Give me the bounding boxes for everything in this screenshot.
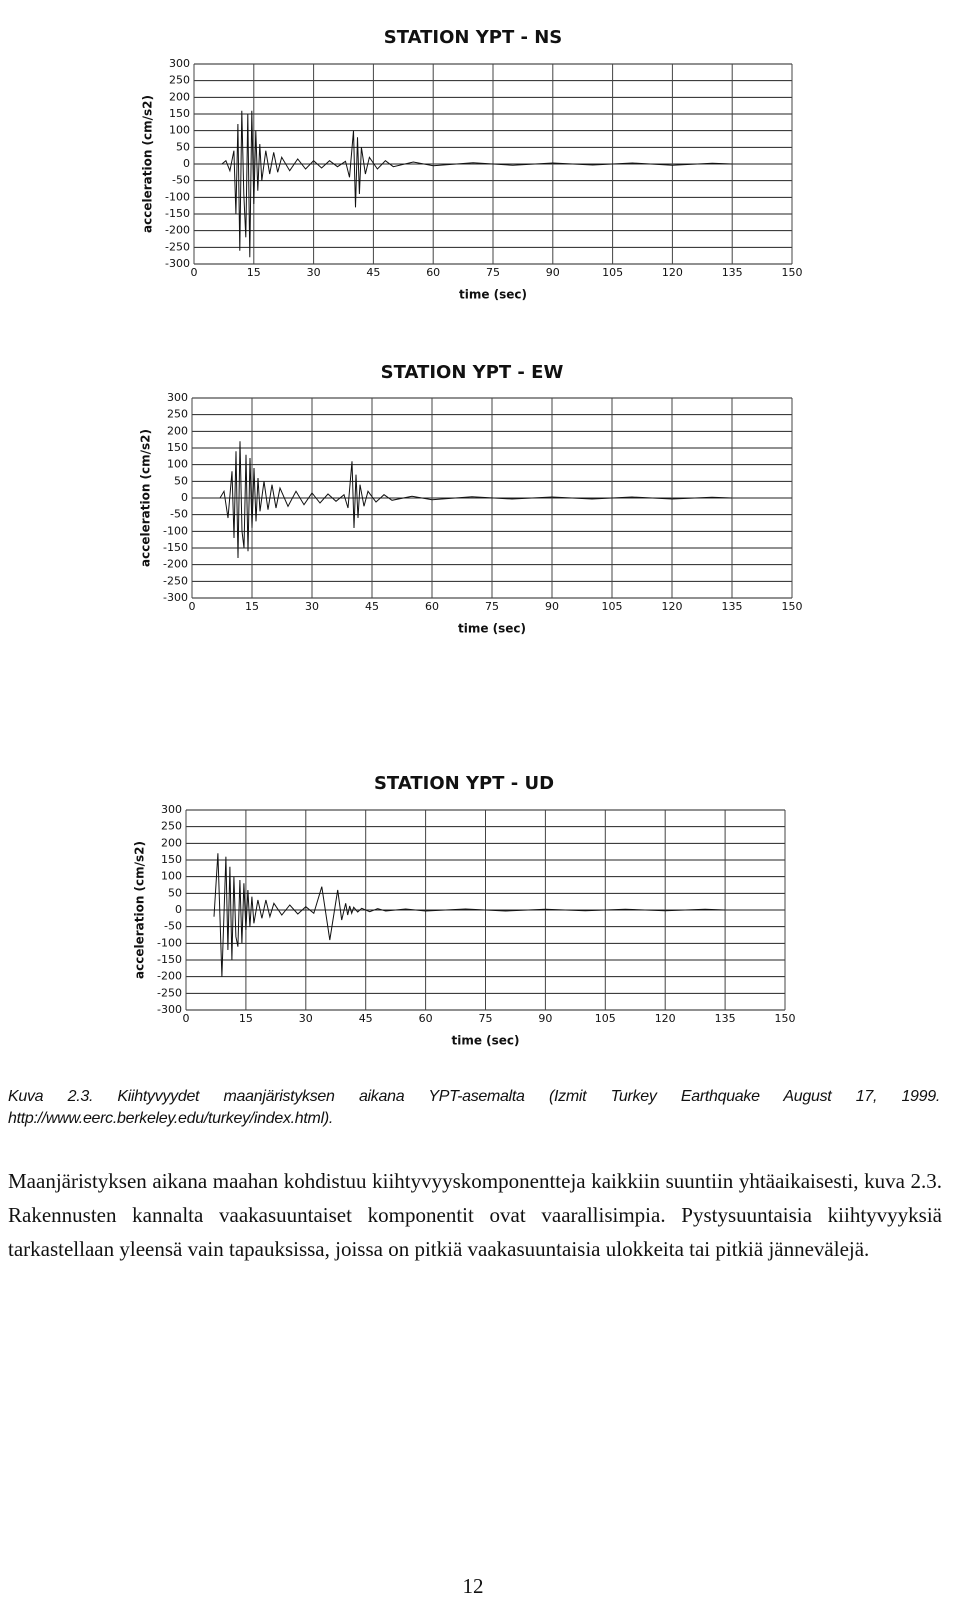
x-tick-label: 90 bbox=[538, 1012, 552, 1025]
y-tick-label: -50 bbox=[172, 174, 190, 187]
y-tick-label: -100 bbox=[165, 190, 190, 203]
y-tick-label: -250 bbox=[165, 240, 190, 253]
y-tick-label: 0 bbox=[175, 903, 182, 916]
x-tick-label: 30 bbox=[299, 1012, 313, 1025]
x-tick-label: 45 bbox=[365, 600, 379, 613]
x-tick-label: 90 bbox=[545, 600, 559, 613]
x-axis-label: time (sec) bbox=[459, 288, 527, 302]
x-tick-label: 75 bbox=[486, 266, 500, 279]
x-tick-label: 45 bbox=[366, 266, 380, 279]
y-tick-label: -300 bbox=[157, 1003, 182, 1016]
x-tick-label: 30 bbox=[305, 600, 319, 613]
y-tick-label: 0 bbox=[181, 491, 188, 504]
y-tick-label: 150 bbox=[161, 853, 182, 866]
x-tick-label: 150 bbox=[775, 1012, 796, 1025]
y-tick-label: 200 bbox=[169, 90, 190, 103]
x-tick-label: 60 bbox=[419, 1012, 433, 1025]
x-tick-label: 60 bbox=[426, 266, 440, 279]
series-line bbox=[221, 110, 733, 258]
y-tick-label: 150 bbox=[169, 107, 190, 120]
y-tick-label: 100 bbox=[167, 458, 188, 471]
x-tick-label: 135 bbox=[722, 266, 743, 279]
series-line bbox=[213, 853, 726, 977]
y-tick-label: -100 bbox=[163, 524, 188, 537]
y-tick-label: -250 bbox=[163, 574, 188, 587]
y-tick-label: -200 bbox=[165, 224, 190, 237]
x-axis-label: time (sec) bbox=[458, 622, 526, 636]
y-tick-label: 250 bbox=[167, 408, 188, 421]
x-tick-label: 120 bbox=[655, 1012, 676, 1025]
y-tick-label: 0 bbox=[183, 157, 190, 170]
y-tick-label: 100 bbox=[169, 124, 190, 137]
x-tick-label: 105 bbox=[595, 1012, 616, 1025]
figure-caption: Kuva 2.3. Kiihtyvyydet maanjäristyksen a… bbox=[8, 1088, 940, 1127]
y-axis-label: acceleration (cm/s2) bbox=[139, 429, 153, 567]
x-tick-label: 105 bbox=[602, 600, 623, 613]
y-tick-label: 50 bbox=[176, 140, 190, 153]
y-tick-label: 200 bbox=[161, 836, 182, 849]
y-tick-label: -250 bbox=[157, 986, 182, 999]
y-tick-label: 250 bbox=[161, 820, 182, 833]
x-tick-label: 0 bbox=[189, 600, 196, 613]
y-tick-label: -50 bbox=[164, 920, 182, 933]
y-tick-label: -300 bbox=[165, 257, 190, 270]
series-line bbox=[219, 441, 733, 559]
y-tick-label: -150 bbox=[163, 541, 188, 554]
chart-title: STATION YPT - UD bbox=[374, 773, 554, 794]
x-tick-label: 75 bbox=[485, 600, 499, 613]
x-tick-label: 15 bbox=[245, 600, 259, 613]
x-tick-label: 30 bbox=[307, 266, 321, 279]
x-tick-label: 135 bbox=[715, 1012, 736, 1025]
paragraph: Maanjäristyksen aikana maahan kohdistuu … bbox=[8, 1169, 942, 1261]
x-tick-label: 150 bbox=[782, 600, 803, 613]
y-tick-label: -200 bbox=[163, 558, 188, 571]
x-tick-label: 150 bbox=[782, 266, 803, 279]
y-tick-label: -100 bbox=[157, 936, 182, 949]
chart-title: STATION YPT - NS bbox=[384, 27, 563, 48]
x-tick-label: 105 bbox=[602, 266, 623, 279]
x-tick-label: 90 bbox=[546, 266, 560, 279]
x-tick-label: 60 bbox=[425, 600, 439, 613]
y-tick-label: 300 bbox=[161, 803, 182, 816]
x-tick-label: 75 bbox=[479, 1012, 493, 1025]
y-tick-label: -150 bbox=[165, 207, 190, 220]
x-tick-label: 0 bbox=[183, 1012, 190, 1025]
chart-title: STATION YPT - EW bbox=[381, 362, 564, 383]
x-tick-label: 120 bbox=[662, 600, 683, 613]
x-tick-label: 15 bbox=[239, 1012, 253, 1025]
y-tick-label: 50 bbox=[168, 886, 182, 899]
x-axis-label: time (sec) bbox=[451, 1034, 519, 1048]
x-tick-label: 45 bbox=[359, 1012, 373, 1025]
x-tick-label: 120 bbox=[662, 266, 683, 279]
y-axis-label: acceleration (cm/s2) bbox=[133, 841, 147, 979]
x-tick-label: 0 bbox=[191, 266, 198, 279]
y-tick-label: 50 bbox=[174, 474, 188, 487]
y-tick-label: 200 bbox=[167, 424, 188, 437]
y-tick-label: -300 bbox=[163, 591, 188, 604]
x-tick-label: 135 bbox=[722, 600, 743, 613]
y-tick-label: 150 bbox=[167, 441, 188, 454]
y-tick-label: 100 bbox=[161, 870, 182, 883]
y-axis-label: acceleration (cm/s2) bbox=[141, 95, 155, 233]
charts: STATION YPT - NS -300 -250 -200 -150 -100 -50 0… bbox=[133, 27, 803, 1048]
y-tick-label: -50 bbox=[170, 508, 188, 521]
y-tick-label: 250 bbox=[169, 74, 190, 87]
y-tick-label: 300 bbox=[167, 391, 188, 404]
y-tick-label: -150 bbox=[157, 953, 182, 966]
y-tick-label: 300 bbox=[169, 57, 190, 70]
page-number: 12 bbox=[462, 1574, 484, 1598]
x-tick-label: 15 bbox=[247, 266, 261, 279]
y-tick-label: -200 bbox=[157, 970, 182, 983]
